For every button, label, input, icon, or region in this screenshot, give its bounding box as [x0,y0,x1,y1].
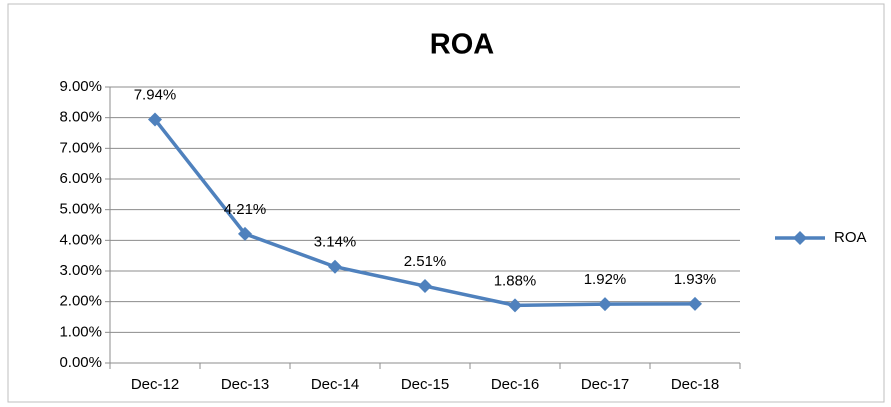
data-label: 1.92% [584,271,627,288]
marker [328,259,342,274]
x-tick-label: Dec-17 [581,376,629,393]
marker [238,226,252,241]
x-tick-label: Dec-15 [401,376,449,393]
y-tick-label: 6.00% [59,170,102,187]
data-label: 1.93% [674,271,717,288]
y-tick-label: 7.00% [59,139,102,156]
y-tick-label: 0.00% [59,354,102,371]
marker [508,298,522,313]
chart-title: ROA [430,29,495,61]
data-label: 4.21% [224,201,267,218]
y-tick-label: 8.00% [59,109,102,126]
y-tick-label: 1.00% [59,323,102,340]
legend-label: ROA [834,229,867,246]
x-tick-label: Dec-18 [671,376,719,393]
y-tick-label: 9.00% [59,78,102,95]
data-label: 3.14% [314,234,357,251]
marker [688,296,702,311]
y-tick-label: 4.00% [59,231,102,248]
y-tick-label: 2.00% [59,293,102,310]
legend-marker [793,231,807,245]
y-tick-label: 5.00% [59,201,102,218]
marker [148,112,162,127]
chart-frame [7,3,885,403]
data-label: 7.94% [134,86,177,103]
y-tick-label: 3.00% [59,262,102,279]
x-tick-label: Dec-16 [491,376,539,393]
x-tick-label: Dec-12 [131,376,179,393]
marker [418,279,432,294]
x-tick-label: Dec-14 [311,376,359,393]
x-tick-label: Dec-13 [221,376,269,393]
data-label: 2.51% [404,253,447,270]
marker [598,297,612,312]
data-label: 1.88% [494,272,537,289]
